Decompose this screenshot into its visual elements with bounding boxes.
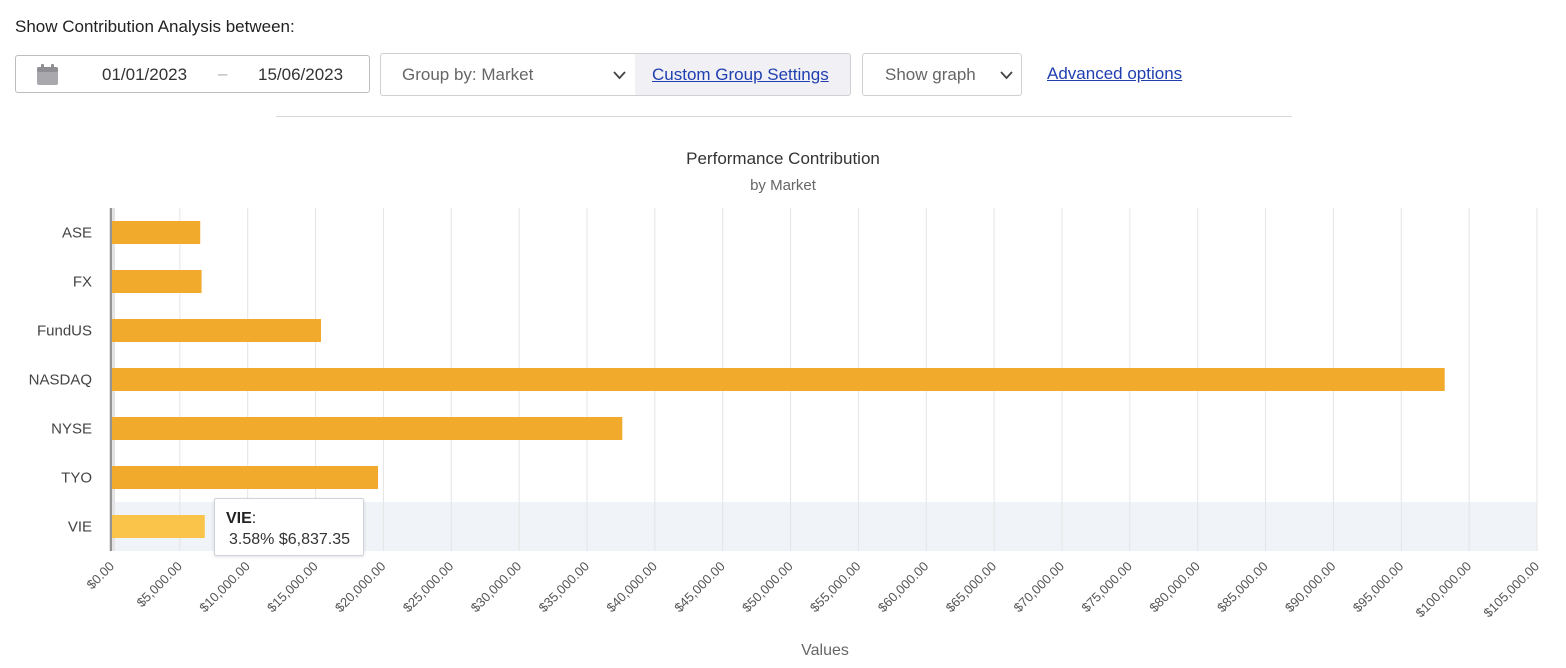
x-tick-label: $80,000.00 [1146, 559, 1203, 616]
y-category-label: TYO [61, 470, 92, 487]
x-axis-label: Values [801, 642, 849, 659]
x-tick-label: $0.00 [84, 559, 118, 593]
bar-fundus[interactable] [112, 319, 321, 342]
x-tick-label: $30,000.00 [468, 559, 525, 616]
bar-vie[interactable] [112, 515, 205, 538]
tooltip-colon: : [251, 510, 257, 527]
custom-group-settings-button[interactable]: Custom Group Settings [635, 53, 851, 96]
x-tick-label: $100,000.00 [1413, 559, 1475, 621]
chart-tooltip: VIE: 3.58% $6,837.35 [214, 498, 364, 556]
tooltip-percent: 3.58% [229, 531, 275, 548]
x-tick-label: $25,000.00 [400, 559, 457, 616]
bar-nyse[interactable] [112, 417, 623, 440]
y-category-label: ASE [62, 225, 92, 242]
page-heading: Show Contribution Analysis between: [15, 17, 295, 36]
date-range-picker[interactable]: 01/01/2023 – 15/06/2023 [15, 55, 370, 93]
bar-ase[interactable] [112, 221, 201, 244]
show-graph-select[interactable]: Show graph [862, 53, 1022, 96]
x-tick-label: $50,000.00 [739, 559, 796, 616]
x-tick-label: $75,000.00 [1078, 559, 1135, 616]
x-tick-label: $90,000.00 [1282, 559, 1339, 616]
x-tick-label: $105,000.00 [1480, 559, 1542, 621]
x-tick-label: $65,000.00 [943, 559, 1000, 616]
x-tick-label: $35,000.00 [535, 559, 592, 616]
group-by-value: Group by: Market [402, 65, 534, 84]
date-end-input[interactable]: 15/06/2023 [258, 65, 344, 84]
bar-nasdaq[interactable] [112, 368, 1445, 391]
chevron-down-icon [1000, 71, 1013, 80]
performance-contribution-chart: Performance Contribution by Market $0.00… [29, 149, 1542, 659]
y-category-label: NASDAQ [29, 372, 92, 389]
y-category-label: VIE [68, 519, 92, 536]
x-tick-label: $15,000.00 [264, 559, 321, 616]
divider [276, 116, 1292, 117]
y-category-label: FundUS [37, 323, 92, 340]
tooltip-value: $6,837.35 [278, 531, 351, 548]
chart-subtitle: by Market [750, 177, 817, 194]
x-tick-label: $95,000.00 [1350, 559, 1407, 616]
date-start-input[interactable]: 01/01/2023 [102, 65, 188, 84]
date-separator: – [218, 64, 228, 83]
custom-group-settings-label: Custom Group Settings [652, 65, 829, 84]
tooltip-category: VIE [226, 510, 252, 527]
bar-fx[interactable] [112, 270, 202, 293]
x-tick-label: $40,000.00 [603, 559, 660, 616]
calendar-icon [37, 64, 58, 85]
advanced-options-link[interactable]: Advanced options [1047, 64, 1183, 83]
x-tick-label: $60,000.00 [875, 559, 932, 616]
chevron-down-icon [613, 71, 626, 80]
show-graph-value: Show graph [885, 65, 976, 84]
bar-tyo[interactable] [112, 466, 378, 489]
x-tick-label: $70,000.00 [1010, 559, 1067, 616]
y-category-label: FX [73, 274, 92, 291]
group-by-select[interactable]: Group by: Market [380, 53, 637, 96]
x-tick-label: $45,000.00 [671, 559, 728, 616]
x-tick-label: $85,000.00 [1214, 559, 1271, 616]
chart-title: Performance Contribution [686, 149, 880, 168]
x-tick-label: $55,000.00 [807, 559, 864, 616]
y-category-label: NYSE [51, 421, 92, 438]
x-tick-label: $20,000.00 [332, 559, 389, 616]
x-tick-label: $10,000.00 [196, 559, 253, 616]
x-tick-label: $5,000.00 [133, 559, 185, 611]
